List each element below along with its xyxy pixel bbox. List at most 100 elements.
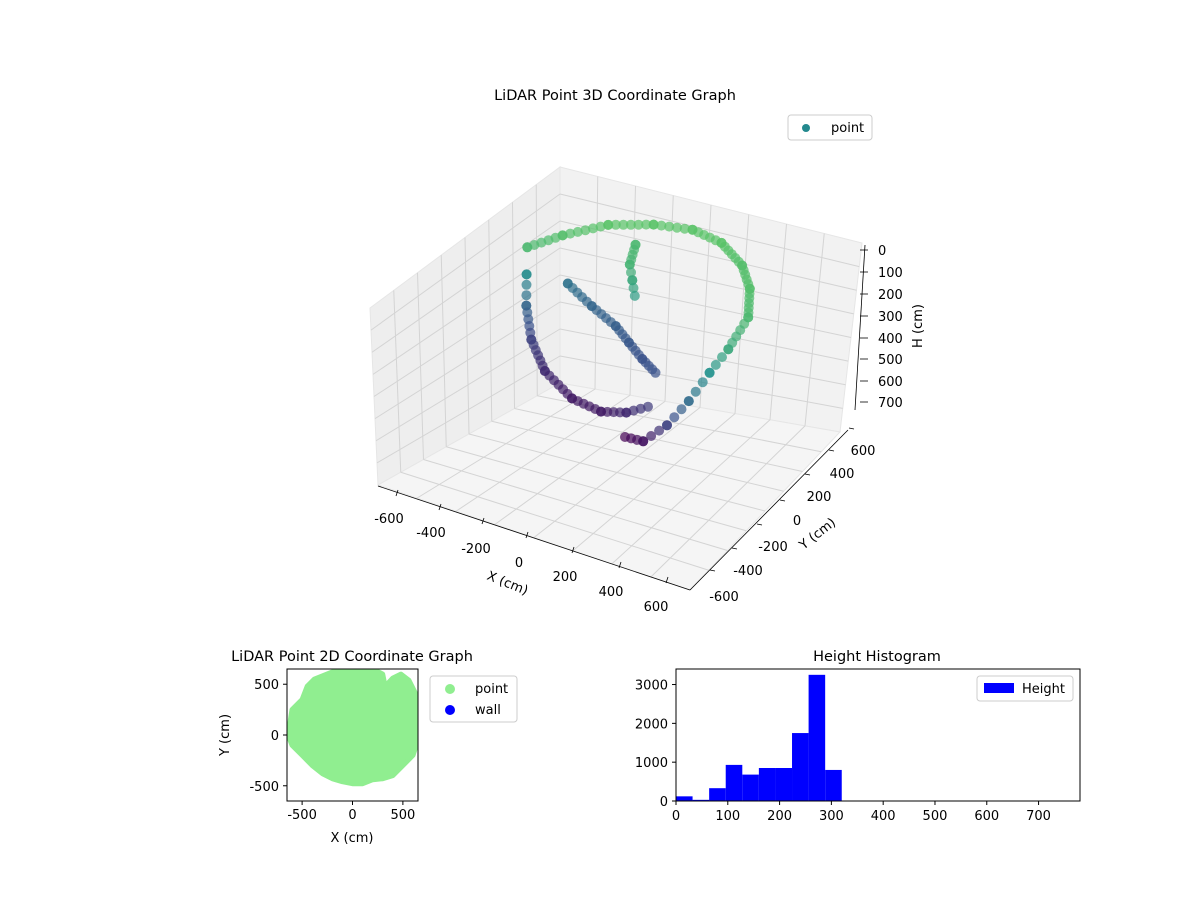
legend-2d-wall-label: wall bbox=[475, 703, 501, 718]
point-3d bbox=[628, 283, 639, 293]
y-tick-label-2d: 0 bbox=[271, 729, 279, 744]
point-3d bbox=[717, 352, 727, 363]
point-3d bbox=[625, 219, 636, 230]
legend-3d-frame bbox=[787, 114, 873, 141]
point-2d-cloud bbox=[287, 669, 418, 787]
z-tick-label: 500 bbox=[878, 353, 903, 368]
histogram-bars bbox=[676, 674, 842, 801]
floor-grid-x bbox=[650, 425, 806, 578]
point-3d bbox=[610, 219, 621, 230]
y-tick bbox=[828, 449, 835, 452]
chart-2d-ylabel: Y (cm) bbox=[218, 714, 233, 757]
point-3d bbox=[626, 267, 636, 278]
z-tick-label: 200 bbox=[878, 288, 903, 303]
back-grid-horizontal bbox=[559, 220, 857, 291]
floor-grid-x bbox=[611, 419, 771, 565]
point-3d bbox=[723, 344, 734, 355]
point-3d bbox=[596, 406, 606, 417]
legend-2d-point-label: point bbox=[475, 682, 508, 697]
point-3d bbox=[627, 275, 638, 286]
y-tick bbox=[848, 427, 855, 430]
histogram-title: Height Histogram bbox=[813, 649, 941, 665]
hist-y-tick-label: 2000 bbox=[635, 717, 668, 732]
chart-3d-xlabel: X (cm) bbox=[485, 569, 530, 599]
x-tick bbox=[571, 546, 575, 554]
x-tick-label: 600 bbox=[644, 600, 669, 615]
z-tick-label: 400 bbox=[878, 332, 903, 347]
point-3d bbox=[710, 359, 721, 370]
x-tick-label: 0 bbox=[515, 556, 523, 571]
point-3d bbox=[669, 412, 680, 423]
histogram-bar bbox=[808, 674, 826, 801]
x-tick bbox=[618, 561, 622, 569]
back-grid-horizontal bbox=[559, 301, 849, 362]
point-3d bbox=[603, 219, 614, 230]
floor-grid-y bbox=[514, 408, 803, 472]
point-3d bbox=[650, 367, 661, 378]
point-3d bbox=[697, 377, 708, 388]
chart-2d-plot bbox=[287, 669, 418, 787]
histogram-ticks: 0 100 200 300 400 500 600 700 0 1000 2000 3000 bbox=[635, 679, 1051, 824]
legend-2d-point-marker bbox=[445, 684, 455, 694]
y-tick-label-2d: 500 bbox=[254, 678, 279, 693]
x-tick-label: 200 bbox=[553, 570, 578, 585]
chart-3d-legend: point bbox=[787, 114, 873, 141]
point-3d bbox=[633, 219, 644, 230]
chart-3d-zlabel: H (cm) bbox=[911, 304, 926, 348]
back-grid-horizontal bbox=[559, 274, 852, 338]
chart-2d-xlabel: X (cm) bbox=[331, 831, 374, 846]
y-tick-label: -400 bbox=[733, 564, 763, 579]
y-tick-label: -200 bbox=[758, 540, 788, 555]
chart-2d-legend: point wall bbox=[429, 675, 518, 723]
point-3d bbox=[624, 259, 635, 270]
chart-3d-panes bbox=[369, 166, 863, 591]
chart-2d-ticks: -500 0 500 -500 0 500 bbox=[249, 678, 415, 823]
point-3d bbox=[664, 221, 675, 232]
z-tick-label: 100 bbox=[878, 266, 903, 281]
legend-hist-swatch bbox=[984, 683, 1014, 693]
point-3d bbox=[572, 226, 583, 237]
chart-3d-title: LiDAR Point 3D Coordinate Graph bbox=[494, 88, 736, 104]
y-tick-label: 200 bbox=[807, 490, 832, 505]
histogram-frame bbox=[675, 668, 1081, 802]
chart-3d-ylabel: Y (cm) bbox=[796, 515, 839, 553]
x-tick bbox=[665, 576, 669, 584]
hist-y-tick-label: 3000 bbox=[635, 679, 668, 694]
chart-2d-title: LiDAR Point 2D Coordinate Graph bbox=[231, 649, 473, 665]
point-3d bbox=[618, 219, 629, 230]
point-3d bbox=[679, 223, 690, 234]
chart-2d: LiDAR Point 2D Coordinate Graph -500 0 500… bbox=[218, 649, 518, 846]
x-axis-line bbox=[377, 485, 691, 591]
x-tick bbox=[481, 517, 485, 525]
x-tick-label: 400 bbox=[599, 585, 624, 600]
legend-hist-label: Height bbox=[1022, 682, 1065, 697]
hist-x-tick-label: 400 bbox=[871, 809, 896, 824]
point-3d bbox=[690, 386, 701, 397]
back-grid-horizontal bbox=[559, 193, 860, 268]
z-tick-label: 700 bbox=[878, 396, 903, 411]
point-3d bbox=[595, 221, 606, 232]
y-tick-label: 0 bbox=[793, 514, 801, 529]
x-tick-label: -400 bbox=[416, 526, 446, 541]
point-3d bbox=[629, 290, 640, 301]
legend-3d-marker bbox=[802, 124, 810, 132]
hist-y-tick-label: 0 bbox=[660, 795, 668, 810]
point-3d bbox=[522, 242, 533, 253]
point-3d bbox=[580, 225, 591, 236]
histogram-legend: Height bbox=[976, 675, 1074, 702]
y-tick bbox=[709, 569, 716, 572]
x-tick-label: -200 bbox=[461, 542, 491, 557]
z-axis-line bbox=[854, 244, 866, 411]
histogram-bar bbox=[676, 796, 693, 801]
z-tick-label: 600 bbox=[878, 375, 903, 390]
x-tick bbox=[395, 489, 399, 497]
point-3d bbox=[638, 436, 649, 447]
floor-grid-y bbox=[491, 420, 784, 492]
point-3d bbox=[588, 223, 598, 234]
hist-x-tick-label: 700 bbox=[1026, 809, 1051, 824]
point-3d bbox=[656, 220, 667, 231]
left-grid-horizontal bbox=[370, 193, 561, 331]
y-tick bbox=[731, 547, 738, 550]
histogram-bar bbox=[692, 799, 710, 801]
